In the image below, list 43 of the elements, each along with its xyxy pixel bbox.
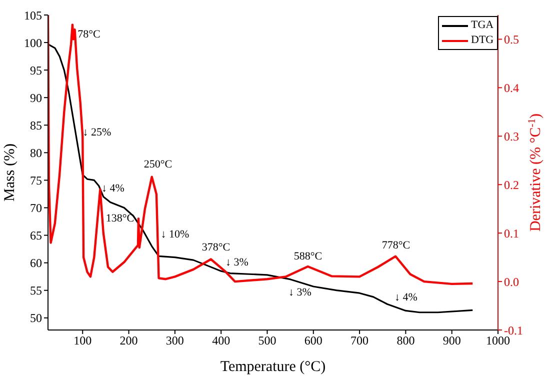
annotation: ↓ 25% [82, 126, 112, 139]
x-tick-label: 700 [350, 334, 369, 348]
annotation: 378°C [202, 242, 230, 254]
x-tick-label: 400 [212, 334, 230, 348]
annotation: 588°C [294, 250, 322, 263]
y-tick-label: 55 [30, 284, 42, 298]
y-tick-label: 90 [30, 90, 42, 105]
y-tick-label: 105 [24, 8, 42, 22]
y-tick-label: 80 [30, 146, 42, 160]
y-tick-label: 75 [30, 173, 42, 188]
x-tick-label: 100 [74, 334, 92, 348]
annotation: ↓ 3% [288, 286, 312, 299]
x-axis-title: Temperature (°C) [220, 359, 326, 375]
x-tick-label: 600 [304, 334, 322, 348]
annotation: 778°C [382, 240, 410, 252]
y-tick-label: 95 [30, 63, 42, 78]
y-tick-label: 65 [30, 228, 42, 243]
y2-tick-label: 0.2 [504, 178, 519, 192]
annotation: 250°C [144, 158, 172, 171]
x-tick-label: 300 [166, 334, 184, 348]
y2-tick-label: 0.1 [504, 226, 519, 240]
y-tick-label: 85 [30, 118, 42, 132]
x-tick-label: 200 [120, 334, 138, 348]
y2-tick-label: 0.4 [504, 80, 519, 95]
legend-label: TGA [471, 18, 494, 33]
x-tick-label: 500 [258, 334, 276, 348]
y2-tick-label: 0.5 [504, 32, 519, 46]
y-axis-title: Mass (%) [2, 144, 18, 202]
y2-tick-label: 0.0 [504, 274, 519, 289]
x-tick-label: 900 [442, 334, 461, 348]
legend-label: DTG [471, 33, 494, 48]
annotation: ↓ 4% [102, 182, 124, 195]
y-tick-label: 70 [30, 201, 42, 216]
y-tick-label: 100 [24, 36, 42, 50]
annotation: ↓ 3% [226, 256, 248, 269]
annotation: 78°C [78, 28, 100, 41]
annotation: ↓ 10% [160, 228, 190, 241]
x-tick-label: 800 [396, 334, 415, 348]
y-tick-label: 60 [30, 256, 42, 270]
annotation: 138°C [106, 212, 134, 225]
annotation: ↓ 4% [394, 292, 418, 304]
y2-tick-label: 0.3 [504, 129, 519, 144]
y-tick-label: 50 [30, 311, 42, 326]
